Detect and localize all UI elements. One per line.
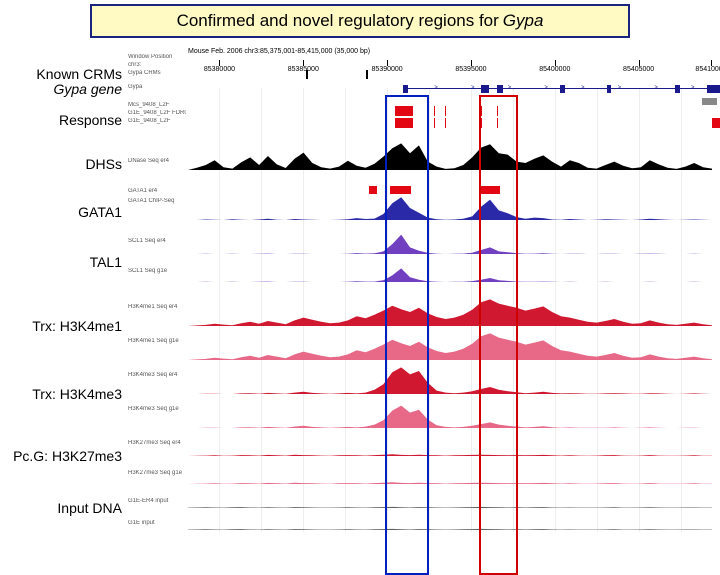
ruler-header-right: Mouse Feb. 2006 chr3:85,375,001-85,415,0… — [188, 48, 370, 55]
signal-track-input2 — [188, 512, 712, 530]
row-label: Pc.G: H3K27me3 — [0, 448, 128, 464]
track-mini-label: Mcs_9408_L2F — [128, 102, 186, 108]
track-mini-label: H3K4me3 Seq g1e — [128, 406, 186, 412]
signal-track-dhs — [188, 142, 712, 170]
signal-track-h3k4me1b — [188, 332, 712, 360]
row-label: Response — [0, 112, 128, 128]
signal-track-h3k4me1a — [188, 298, 712, 326]
row-label: Known CRMs — [0, 66, 128, 82]
row-label: Trx: H3K4me3 — [0, 386, 128, 402]
row-label: Input DNA — [0, 500, 128, 516]
signal-track-tal1b — [188, 260, 712, 282]
track-mini-label: DNase Seq er4 — [128, 158, 186, 164]
signal-track-tal1a — [188, 232, 712, 254]
track-mini-label: H3K27me3 Seq g1e — [128, 470, 186, 476]
crm-mark — [366, 70, 368, 79]
title-gene: Gypa — [503, 11, 544, 31]
track-mini-label: H3K4me1 Seq er4 — [128, 304, 186, 310]
track-mini-label: G1E_9408_L2F FDR001 — [128, 110, 186, 116]
signal-track-h3k27a — [188, 434, 712, 456]
row-label: TAL1 — [0, 254, 128, 270]
signal-track-input1 — [188, 490, 712, 508]
crm-mark — [306, 70, 308, 79]
row-label: DHSs — [0, 156, 128, 172]
track-mini-label: SCL1 Seq g1e — [128, 268, 186, 274]
track-mini-label: Gypa — [128, 84, 186, 90]
track-mini-label: H3K27me3 Seq er4 — [128, 440, 186, 446]
track-mini-label: G1E-ER4 input — [128, 498, 186, 504]
signal-track-h3k4me3a — [188, 366, 712, 394]
signal-track-h3k4me3b — [188, 400, 712, 428]
genome-ruler: 8538000085385000853900008539500085400000… — [188, 60, 712, 78]
title-box: Confirmed and novel regulatory regions f… — [90, 4, 630, 38]
title-prefix: Confirmed and novel regulatory regions f… — [177, 11, 499, 31]
track-mini-label: H3K4me3 Seq er4 — [128, 372, 186, 378]
signal-track-gata1 — [188, 196, 712, 220]
track-area: Window Positionchr3:Gypa CRMsGypaMcs_940… — [128, 60, 712, 532]
track-mini-label: G1E_9408_L2F — [128, 118, 186, 124]
row-label: Gypa gene — [0, 81, 128, 97]
track-mini-label: GATA1 er4 — [128, 188, 186, 194]
row-label: Trx: H3K4me1 — [0, 318, 128, 334]
track-mini-label: G1E input — [128, 520, 186, 526]
track-mini-label: H3K4me1 Seq g1e — [128, 338, 186, 344]
gene-model: >>>>>>>> — [188, 84, 712, 94]
track-mini-label: GATA1 ChIP-Seq — [128, 198, 186, 204]
track-mini-label: SCL1 Seq er4 — [128, 238, 186, 244]
signal-track-h3k27b — [188, 462, 712, 484]
row-label: GATA1 — [0, 204, 128, 220]
track-inner: Mouse Feb. 2006 chr3:85,375,001-85,415,0… — [188, 60, 712, 532]
track-mini-label: Gypa CRMs — [128, 70, 186, 76]
